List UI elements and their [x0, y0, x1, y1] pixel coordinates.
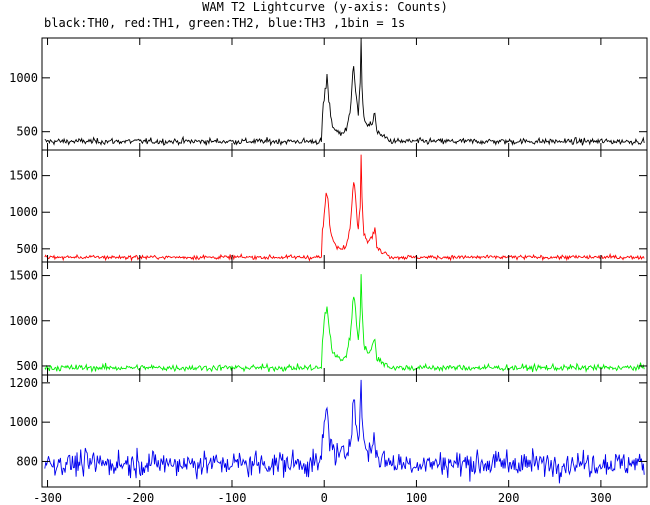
- y-tick-label-th3: 1000: [9, 415, 38, 429]
- panel-frame-th3: [41, 374, 648, 488]
- panel-frame-th1: [41, 149, 648, 263]
- panel-frame-th2: [41, 261, 648, 376]
- x-tick-label: 200: [498, 491, 520, 505]
- y-tick-label-th2: 500: [16, 359, 38, 373]
- chart-title: WAM T2 Lightcurve (y-axis: Counts): [202, 0, 448, 14]
- x-tick-label: -100: [218, 491, 247, 505]
- series-line-th0: [44, 37, 645, 147]
- chart-subtitle: black:TH0, red:TH1, green:TH2, blue:TH3 …: [44, 16, 406, 30]
- series-line-th3: [44, 379, 645, 484]
- y-tick-label-th3: 800: [16, 454, 38, 468]
- x-tick-label: 300: [590, 491, 612, 505]
- panel-frame-th0: [41, 37, 648, 151]
- y-tick-label-th0: 500: [16, 125, 38, 139]
- y-tick-label-th1: 500: [16, 242, 38, 256]
- x-tick-label: -300: [33, 491, 62, 505]
- y-tick-label-th1: 1000: [9, 205, 38, 219]
- y-tick-label-th2: 1000: [9, 314, 38, 328]
- x-tick-label: -200: [125, 491, 154, 505]
- y-tick-label-th2: 1500: [9, 269, 38, 283]
- x-tick-label: 100: [406, 491, 428, 505]
- y-tick-label-th0: 1000: [9, 71, 38, 85]
- series-line-th2: [44, 274, 645, 373]
- y-tick-label-th1: 1500: [9, 169, 38, 183]
- series-line-th1: [44, 154, 645, 262]
- x-tick-label: 0: [321, 491, 328, 505]
- y-tick-label-th3: 1200: [9, 376, 38, 390]
